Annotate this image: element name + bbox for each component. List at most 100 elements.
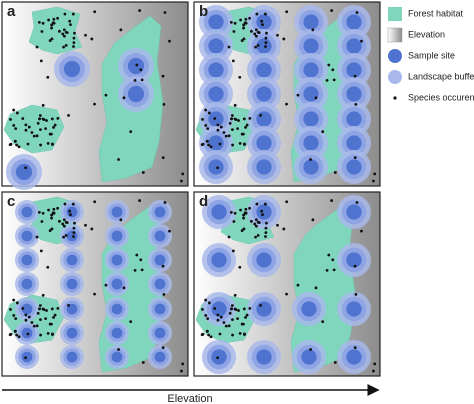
species-occurrence [265,221,268,225]
species-occurrence [213,117,217,120]
species-occurrence [138,199,142,202]
species-occurrence [332,268,336,272]
species-occurrence [39,143,42,147]
species-occurrence [12,124,16,127]
sample-site [303,86,319,102]
sample-site [208,159,224,175]
species-occurrence [244,17,248,21]
sample-site [66,230,78,242]
sample-site [154,230,166,242]
species-occurrence [62,28,66,32]
species-occurrence [373,172,377,176]
species-occurrence [72,36,76,40]
sample-site [303,111,319,127]
species-occurrence [216,166,220,170]
species-occurrence [233,307,237,311]
species-occurrence [206,127,210,130]
sample-site [21,254,33,266]
species-occurrence [201,332,205,336]
species-occurrence [282,37,286,41]
species-occurrence [140,78,144,82]
species-occurrence [46,75,50,79]
species-occurrence [325,79,329,82]
species-occurrence [254,45,257,49]
species-occurrence [46,141,50,145]
species-occurrence [119,28,123,32]
species-occurrence [35,45,39,49]
species-occurrence [47,18,50,22]
sample-site [346,204,362,220]
species-occurrence [168,229,171,233]
sample-site [256,38,272,54]
sample-site [256,135,272,151]
species-occurrence [285,292,288,296]
species-occurrence [140,268,144,272]
species-occurrence [12,298,16,302]
species-occurrence [243,143,246,146]
species-occurrence [45,119,48,122]
sample-site [346,38,362,54]
species-occurrence [256,43,260,47]
sample-site [66,254,78,266]
sample-site [256,204,272,220]
species-occurrence [50,213,54,217]
species-occurrence [13,330,17,333]
species-occurrence [122,96,126,100]
species-occurrence [84,223,87,227]
species-occurrence [40,220,44,223]
species-occurrence [218,142,222,146]
species-occurrence [327,63,331,67]
species-occurrence [263,12,267,16]
sample-site [346,86,362,102]
sample-site [346,111,362,127]
legend-swatch [393,96,397,100]
sample-site [66,327,78,339]
species-occurrence [229,210,233,214]
species-occurrence [242,216,245,220]
legend-label: Landscape buffer [408,71,474,81]
sample-site [111,303,123,315]
sample-site [346,135,362,151]
species-occurrence [180,369,183,373]
species-occurrence [32,134,36,138]
species-occurrence [353,346,357,350]
panel: c [1,191,189,377]
species-occurrence [161,156,165,160]
species-occurrence [73,31,76,35]
species-occurrence [201,308,204,311]
species-occurrence [216,128,220,132]
panel-label: b [199,3,208,20]
species-occurrence [311,28,315,32]
species-occurrence [257,221,261,225]
species-occurrence [227,235,231,239]
species-occurrence [39,128,42,132]
species-occurrence [14,317,18,320]
species-occurrence [38,307,42,311]
species-occurrence [255,202,259,206]
species-occurrence [257,31,261,35]
species-occurrence [139,68,143,72]
sample-site [303,135,319,151]
species-occurrence [72,235,75,238]
species-occurrence [331,68,335,72]
sample-site [111,230,123,242]
species-occurrence [135,63,139,67]
species-occurrence [236,317,239,320]
sample-site [111,206,123,218]
species-occurrence [243,333,246,336]
legend: Forest habitat Elevation Sample site Landsc… [387,7,474,102]
species-occurrence [296,93,300,97]
species-occurrence [50,307,54,311]
species-occurrence [48,322,52,326]
species-occurrence [227,324,231,328]
species-occurrence [276,33,279,37]
species-occurrence [15,301,19,305]
legend-label: Elevation [408,29,445,39]
species-occurrence [230,307,234,311]
species-occurrence [72,226,76,230]
species-occurrence [38,114,42,117]
species-occurrence [248,206,251,210]
sample-site [15,163,33,181]
sample-site [127,85,145,103]
